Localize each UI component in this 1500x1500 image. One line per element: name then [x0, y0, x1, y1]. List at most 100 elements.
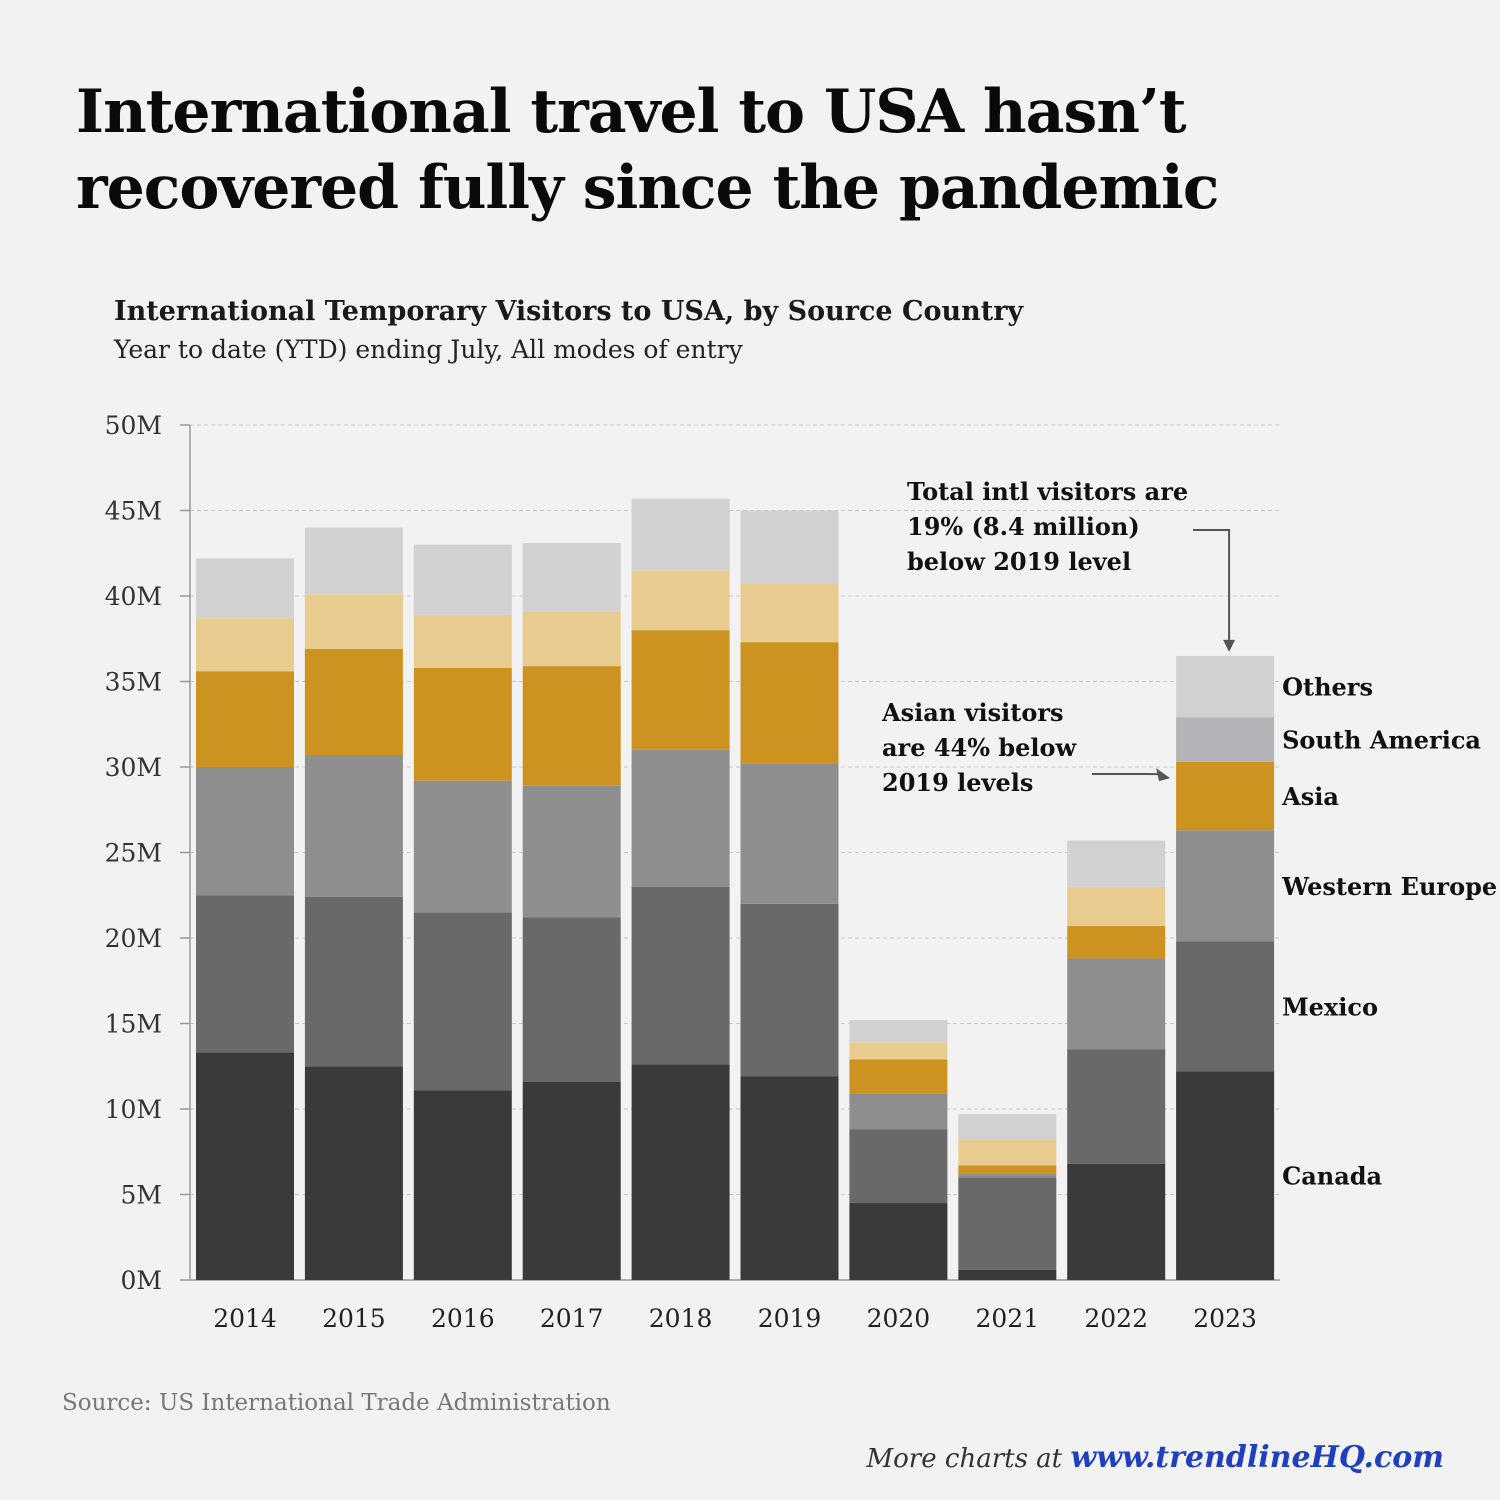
y-tick-label: 10M [105, 1095, 162, 1124]
bar-segment-canada [958, 1269, 1057, 1280]
annotation-total-line: Total intl visitors are [907, 477, 1188, 506]
bar-segment-asia [304, 649, 403, 756]
bar-segment-south-america [413, 614, 512, 668]
y-tick-label: 20M [105, 924, 162, 953]
annotation-asia-arrowhead [1156, 768, 1171, 782]
annotation-total-arrowhead [1223, 639, 1236, 652]
bar-segment-canada [196, 1052, 294, 1280]
bar-segment-south-america [196, 618, 294, 672]
chart-heading: International Temporary Visitors to USA,… [114, 292, 1023, 368]
bar-segment-canada [631, 1064, 730, 1280]
bar-segment-others [1176, 655, 1275, 718]
bar-segment-asia [522, 666, 621, 786]
headline-line-1: International travel to USA hasn’t [76, 77, 1187, 147]
bar-segment-asia [196, 671, 294, 767]
bar-segment-western-europe [196, 767, 294, 896]
chart-title: International Temporary Visitors to USA,… [114, 296, 1024, 327]
bar-segment-mexico [631, 886, 730, 1065]
footer-link[interactable]: www.trendlineHQ.com [1070, 1440, 1444, 1475]
bar-segment-western-europe [849, 1093, 948, 1130]
x-tick-label: 2016 [431, 1304, 495, 1333]
x-tick-label: 2014 [213, 1304, 277, 1333]
bar-segment-others [849, 1020, 948, 1043]
bar-segment-canada [522, 1081, 621, 1280]
bar-segment-mexico [196, 895, 294, 1053]
bar-segment-western-europe [631, 749, 730, 887]
x-tick-label: 2019 [758, 1304, 822, 1333]
y-tick-label: 0M [120, 1266, 162, 1295]
headline: International travel to USA hasn’t recov… [76, 74, 1416, 226]
bar-segment-western-europe [304, 755, 403, 897]
x-tick-label: 2023 [1193, 1304, 1257, 1333]
bar-segment-asia [631, 630, 730, 750]
bar-segment-asia [849, 1059, 948, 1094]
annotation-asia-line: 2019 levels [882, 768, 1033, 797]
bar-segment-south-america [304, 594, 403, 650]
legend-label: Western Europe [1281, 872, 1497, 901]
bar-segment-mexico [304, 896, 403, 1067]
bar-segment-asia [958, 1165, 1057, 1174]
bar-segment-others [196, 558, 294, 619]
bar-segment-south-america [1176, 717, 1275, 762]
bar-segment-south-america [631, 570, 730, 631]
bar-segment-south-america [740, 584, 839, 643]
y-tick-label: 50M [105, 411, 162, 440]
bar-segment-asia [413, 667, 512, 781]
bar-segment-canada [849, 1203, 948, 1280]
x-tick-label: 2017 [540, 1304, 604, 1333]
bar-segment-canada [413, 1090, 512, 1280]
y-tick-label: 5M [120, 1181, 162, 1210]
bar-segment-mexico [958, 1177, 1057, 1270]
bar-segment-others [958, 1114, 1057, 1140]
source-note: Source: US International Trade Administr… [62, 1390, 611, 1416]
x-tick-label: 2018 [649, 1304, 713, 1333]
legend-label: South America [1282, 726, 1481, 755]
bar-segment-canada [740, 1076, 839, 1280]
y-tick-label: 40M [105, 582, 162, 611]
bar-segment-mexico [413, 912, 512, 1091]
bar-segment-asia [740, 642, 839, 764]
bar-segment-western-europe [1067, 958, 1166, 1050]
y-tick-label: 15M [105, 1010, 162, 1039]
bar-segment-canada [1067, 1163, 1166, 1280]
footer: More charts at www.trendlineHQ.com [867, 1440, 1444, 1475]
chart-subtitle: Year to date (YTD) ending July, All mode… [114, 335, 743, 364]
bar-segment-others [522, 542, 621, 612]
bar-segment-mexico [1067, 1049, 1166, 1164]
bar-segment-others [740, 510, 839, 585]
legend-label: Mexico [1282, 992, 1378, 1021]
y-tick-label: 45M [105, 497, 162, 526]
annotation-total-line: 19% (8.4 million) [907, 512, 1140, 541]
y-tick-label: 25M [105, 839, 162, 868]
legend-label: Others [1282, 673, 1373, 702]
bar-segment-south-america [522, 611, 621, 667]
bar-segment-south-america [849, 1042, 948, 1060]
bar-segment-canada [1176, 1071, 1275, 1280]
y-tick-label: 35M [105, 668, 162, 697]
bar-segment-western-europe [1176, 830, 1275, 942]
annotation-asia-line: are 44% below [882, 733, 1078, 762]
bar-segment-canada [304, 1066, 403, 1280]
annotation-total-line: below 2019 level [907, 547, 1131, 576]
headline-line-2: recovered fully since the pandemic [76, 153, 1219, 223]
bar-segment-others [304, 527, 403, 595]
bar-segment-south-america [1067, 886, 1166, 927]
annotation-asia-line: Asian visitors [881, 698, 1064, 727]
bar-segment-mexico [522, 917, 621, 1082]
x-tick-label: 2021 [975, 1304, 1039, 1333]
bar-segment-south-america [958, 1139, 1057, 1166]
bar-segment-asia [1176, 761, 1275, 831]
bar-segment-western-europe [413, 780, 512, 913]
annotation-total-arrow [1193, 529, 1231, 642]
legend-label: Canada [1282, 1162, 1382, 1191]
y-tick-label: 30M [105, 753, 162, 782]
footer-prefix: More charts at [866, 1444, 1063, 1474]
bar-segment-western-europe [740, 763, 839, 904]
bar-segment-western-europe [958, 1173, 1057, 1178]
x-tick-label: 2022 [1084, 1304, 1148, 1333]
x-tick-label: 2020 [867, 1304, 931, 1333]
bar-segment-others [1067, 840, 1166, 887]
bar-segment-mexico [1176, 941, 1275, 1072]
x-tick-label: 2015 [322, 1304, 386, 1333]
legend-label: Asia [1281, 782, 1339, 811]
